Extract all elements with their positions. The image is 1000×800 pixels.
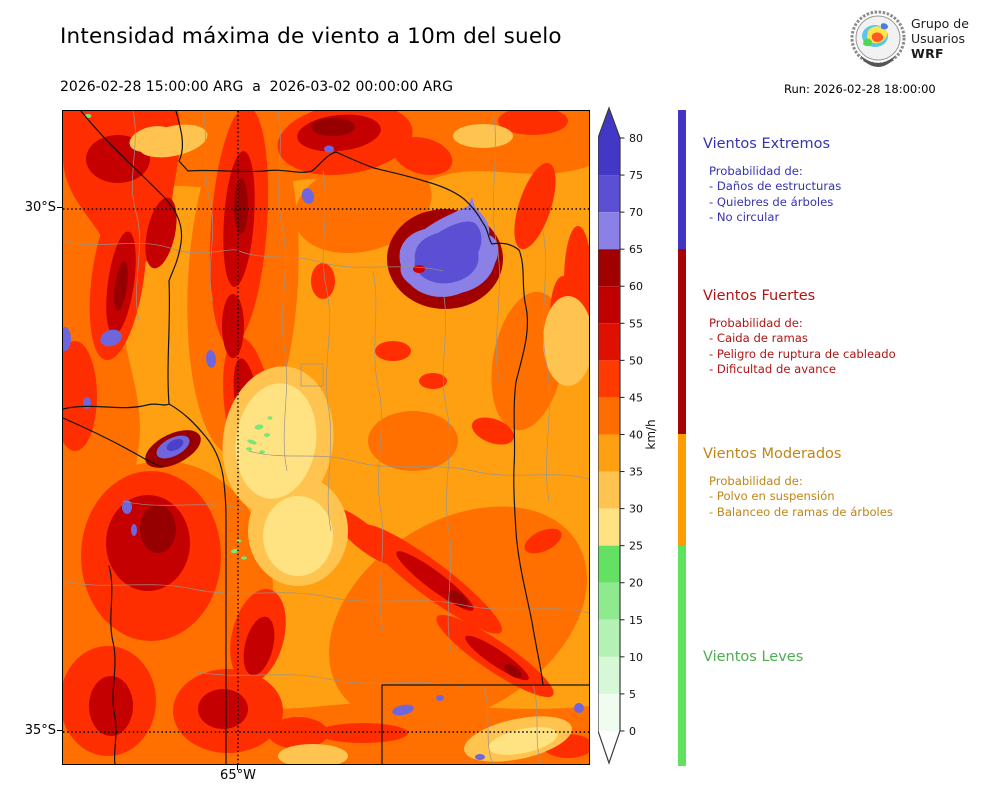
wind-speed-colorbar: 80 75 70 65 60 55 50 45 40 35 30 25 20 15 10 5 0 km/h bbox=[597, 105, 668, 766]
colorbar-segment-30-35 bbox=[598, 471, 620, 509]
lat-label-30s: 30°S bbox=[24, 200, 56, 215]
colorbar-segment-20-25 bbox=[598, 545, 620, 583]
category-prob-title: Probabilidad de: bbox=[709, 474, 803, 488]
category-items-vientos-extremos: Probabilidad de: - Daños de estructuras - … bbox=[709, 164, 993, 226]
colorbar-tick-label: 70 bbox=[629, 206, 643, 219]
forecast-period-label: 2026-02-28 15:00:00 ARG a 2026-03-02 00:… bbox=[60, 79, 453, 95]
logo-line-3: WRF bbox=[911, 45, 944, 61]
colorbar-segment-55-60 bbox=[598, 286, 620, 324]
province-borders bbox=[62, 110, 590, 765]
category-item: - Polvo en suspensión bbox=[709, 489, 835, 504]
category-bar-vientos-fuertes bbox=[678, 249, 686, 435]
colorbar-segment-70-75 bbox=[598, 175, 620, 213]
category-bar-vientos-extremos bbox=[678, 110, 686, 250]
colorbar-tick-label: 10 bbox=[629, 651, 643, 664]
category-block-vientos-fuertes: Vientos Fuertes Probabilidad de: - Caida d… bbox=[703, 288, 993, 378]
wind-shading-light-specks bbox=[84, 114, 273, 560]
colorbar-under-arrow bbox=[598, 730, 620, 763]
category-item: - Balanceo de ramas de árboles bbox=[709, 504, 893, 519]
wind-map-canvas[interactable] bbox=[53, 103, 593, 768]
map-frame bbox=[53, 103, 593, 768]
lon-label-65w: 65°W bbox=[220, 768, 256, 783]
colorbar-tick-label: 15 bbox=[629, 614, 643, 627]
department-borders bbox=[62, 110, 590, 765]
wind-category-bar bbox=[678, 110, 686, 766]
colorbar-tick-label: 60 bbox=[629, 280, 643, 293]
lat-tick-30s bbox=[57, 207, 62, 209]
colorbar-unit-label: km/h bbox=[644, 419, 658, 449]
colorbar-segment-60-65 bbox=[598, 249, 620, 287]
page-title: Intensidad máxima de viento a 10m del su… bbox=[60, 24, 562, 49]
category-title-vientos-fuertes: Vientos Fuertes bbox=[703, 288, 816, 304]
colorbar-segment-25-30 bbox=[598, 508, 620, 546]
logo-emblem bbox=[850, 10, 906, 67]
logo-line-1: Grupo de bbox=[911, 16, 969, 31]
category-prob-title: Probabilidad de: bbox=[709, 316, 803, 330]
colorbar-tick-label: 40 bbox=[629, 428, 643, 441]
wind-shading-25-30 bbox=[235, 383, 558, 755]
wind-shading-extreme-cells bbox=[59, 145, 584, 760]
lon-tick-65w bbox=[237, 765, 239, 770]
colorbar-tick-label: 55 bbox=[629, 317, 643, 330]
model-run-label: Run: 2026-02-28 18:00:00 bbox=[784, 82, 936, 96]
colorbar-tick-label: 20 bbox=[629, 577, 643, 590]
colorbar-tick-label: 80 bbox=[629, 132, 643, 145]
wrf-users-group-logo bbox=[848, 9, 998, 73]
colorbar-segment-65-70 bbox=[598, 212, 620, 250]
colorbar-over-arrow bbox=[598, 108, 620, 138]
colorbar-segment-35-40 bbox=[598, 434, 620, 472]
wind-category-legend: Vientos Extremos Probabilidad de: - Daños … bbox=[703, 0, 993, 800]
category-title-vientos-extremos: Vientos Extremos bbox=[703, 136, 831, 152]
logo-line-2: Usuarios bbox=[911, 30, 966, 46]
category-item: - No circular bbox=[709, 210, 780, 225]
colorbar-tick-label: 0 bbox=[629, 725, 636, 738]
colorbar-segment-10-15 bbox=[598, 619, 620, 657]
category-block-vientos-extremos: Vientos Extremos Probabilidad de: - Daños … bbox=[703, 136, 993, 226]
category-items-vientos-fuertes: Probabilidad de: - Caida de ramas - Peligr… bbox=[709, 316, 993, 378]
lat-tick-35s bbox=[57, 730, 62, 732]
colorbar-segment-5-10 bbox=[598, 656, 620, 694]
category-bar-vientos-moderados bbox=[678, 434, 686, 546]
category-item: - Dificultad de avance bbox=[709, 362, 837, 377]
colorbar-tick-label: 25 bbox=[629, 540, 643, 553]
colorbar-tick-label: 35 bbox=[629, 466, 643, 479]
category-item: - Daños de estructuras bbox=[709, 179, 842, 194]
category-block-vientos-leves: Vientos Leves bbox=[703, 649, 993, 677]
graticule-lines bbox=[63, 111, 589, 764]
colorbar-segment-45-50 bbox=[598, 360, 620, 398]
colorbar-tick-label: 50 bbox=[629, 354, 643, 367]
colorbar-tick-label: 45 bbox=[629, 391, 643, 404]
colorbar-tick-label: 75 bbox=[629, 169, 643, 182]
colorbar-segment-0-5 bbox=[598, 693, 620, 731]
colorbar-segment-40-45 bbox=[598, 397, 620, 435]
category-item: - Peligro de ruptura de cableado bbox=[709, 346, 896, 361]
colorbar-tick-label: 5 bbox=[629, 688, 636, 701]
category-title-vientos-leves: Vientos Leves bbox=[703, 649, 804, 665]
lat-label-35s: 35°S bbox=[24, 723, 56, 738]
colorbar-tick-label: 65 bbox=[629, 243, 643, 256]
colorbar-segment-15-20 bbox=[598, 582, 620, 620]
category-item: - Quiebres de árboles bbox=[709, 194, 834, 209]
colorbar-segment-50-55 bbox=[598, 323, 620, 361]
colorbar-segment-75-80 bbox=[598, 138, 620, 176]
logo-text: Grupo de Usuarios WRF bbox=[911, 16, 969, 61]
category-prob-title: Probabilidad de: bbox=[709, 164, 803, 178]
category-bar-vientos-leves bbox=[678, 545, 686, 766]
category-items-vientos-moderados: Probabilidad de: - Polvo en suspensión - B… bbox=[709, 474, 993, 520]
category-title-vientos-moderados: Vientos Moderados bbox=[703, 446, 842, 462]
colorbar-tick-label: 30 bbox=[629, 503, 643, 516]
category-block-vientos-moderados: Vientos Moderados Probabilidad de: - Polvo… bbox=[703, 446, 993, 520]
category-item: - Caida de ramas bbox=[709, 331, 808, 346]
